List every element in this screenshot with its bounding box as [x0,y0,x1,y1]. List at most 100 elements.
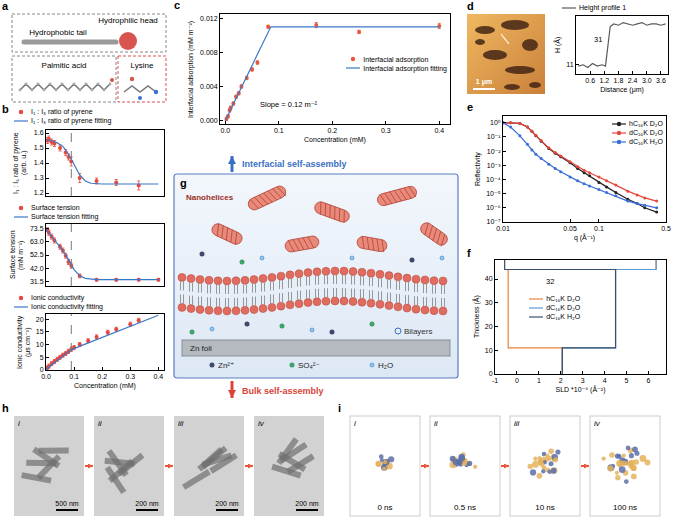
svg-text:0.000: 0.000 [200,117,218,124]
svg-text:Hydrophobic tail: Hydrophobic tail [29,28,87,37]
svg-text:1.2: 1.2 [34,189,44,196]
svg-text:0.5: 0.5 [661,225,671,232]
svg-text:i: i [354,419,356,428]
svg-text:10⁻³: 10⁻³ [487,162,501,169]
svg-text:10⁻¹: 10⁻¹ [487,133,501,140]
svg-text:0: 0 [40,366,44,373]
svg-text:11: 11 [566,61,573,68]
svg-text:6: 6 [647,377,651,384]
svg-text:iii: iii [178,419,184,428]
svg-text:Interfacial self-assembly: Interfacial self-assembly [242,159,347,169]
svg-text:q (Å⁻¹): q (Å⁻¹) [574,233,595,242]
svg-text:10⁻⁷: 10⁻⁷ [487,218,501,225]
svg-text:Hydrophilic head: Hydrophilic head [98,16,158,25]
svg-text:0.4: 0.4 [154,373,164,380]
svg-text:Concentration (mM): Concentration (mM) [304,136,366,144]
svg-text:0.2: 0.2 [327,127,337,134]
svg-text:2.4: 2.4 [628,77,638,84]
svg-text:0.1: 0.1 [594,225,604,232]
svg-text:Palmitic acid: Palmitic acid [42,61,87,70]
svg-text:Lysine: Lysine [131,61,154,70]
svg-text:Distance (μm): Distance (μm) [600,86,644,94]
svg-text:0.012: 0.012 [200,15,218,22]
svg-text:Slope = 0.12 m⁻²: Slope = 0.12 m⁻² [260,100,318,109]
svg-text:1: 1 [537,377,541,384]
svg-text:4: 4 [603,377,607,384]
svg-text:ii: ii [434,419,438,428]
svg-text:ii: ii [98,419,102,428]
svg-text:10⁻⁴: 10⁻⁴ [486,176,501,183]
svg-text:0.3: 0.3 [381,127,391,134]
svg-text:20: 20 [485,323,493,330]
svg-text:52.5: 52.5 [30,251,44,258]
svg-text:1 μm: 1 μm [476,78,492,86]
svg-text:10⁻²: 10⁻² [487,148,501,155]
svg-text:d: d [467,0,474,12]
svg-text:Zn foil: Zn foil [190,344,212,353]
svg-text:Bilayers: Bilayers [404,327,432,336]
svg-text:200 nm: 200 nm [295,500,319,507]
svg-text:63.0: 63.0 [30,238,44,245]
svg-text:100 ns: 100 ns [613,503,637,512]
svg-text:73.5: 73.5 [30,225,44,232]
svg-text:5: 5 [40,354,44,361]
svg-text:0.008: 0.008 [200,49,218,56]
svg-text:10⁻⁶: 10⁻⁶ [486,204,500,211]
svg-text:32: 32 [546,277,554,286]
svg-text:h: h [2,402,9,414]
svg-text:0.1: 0.1 [274,127,284,134]
svg-text:0.01: 0.01 [496,225,510,232]
svg-text:0.2: 0.2 [97,373,107,380]
svg-text:1.3: 1.3 [34,174,44,181]
svg-text:500 nm: 500 nm [55,500,79,507]
svg-text:0.6: 0.6 [585,77,595,84]
svg-text:iv: iv [258,419,265,428]
svg-text:1.2: 1.2 [599,77,609,84]
svg-text:-1: -1 [492,377,498,384]
svg-text:2: 2 [559,377,563,384]
svg-text:3.0: 3.0 [642,77,652,84]
svg-text:1.6: 1.6 [34,129,44,136]
svg-text:0: 0 [515,377,519,384]
svg-text:1.8: 1.8 [614,77,624,84]
svg-text:31: 31 [594,35,602,44]
svg-text:5: 5 [625,377,629,384]
svg-text:iv: iv [594,419,601,428]
svg-text:10: 10 [36,341,44,348]
svg-text:i: i [18,419,20,428]
svg-text:10: 10 [485,347,493,354]
svg-text:3: 3 [581,377,585,384]
svg-text:10⁻⁵: 10⁻⁵ [486,190,500,197]
svg-text:0 ns: 0 ns [377,503,392,512]
svg-text:10⁰: 10⁰ [490,119,501,126]
svg-text:Nanohelices: Nanohelices [186,193,234,202]
svg-text:0.3: 0.3 [125,373,135,380]
svg-text:SLD *10⁻⁶ (Å⁻²): SLD *10⁻⁶ (Å⁻²) [556,385,606,394]
svg-text:40: 40 [485,275,493,282]
svg-text:42.0: 42.0 [30,265,44,272]
svg-text:31.5: 31.5 [30,278,44,285]
svg-text:200 nm: 200 nm [215,500,239,507]
svg-text:3.6: 3.6 [656,77,666,84]
svg-text:0.0: 0.0 [41,373,51,380]
svg-text:30: 30 [485,299,493,306]
svg-text:0.004: 0.004 [200,83,218,90]
svg-text:15: 15 [36,328,44,335]
svg-text:200 nm: 200 nm [135,500,159,507]
svg-text:0.4: 0.4 [434,127,444,134]
svg-text:Zn²⁺: Zn²⁺ [218,361,234,370]
svg-text:0.0: 0.0 [220,127,230,134]
svg-text:H₂O: H₂O [378,361,393,370]
svg-text:0.5 ns: 0.5 ns [454,503,476,512]
svg-text:iii: iii [514,419,520,428]
svg-text:1.5: 1.5 [34,144,44,151]
svg-text:20: 20 [36,316,44,323]
svg-text:i: i [338,402,341,414]
svg-text:Bulk self-assembly: Bulk self-assembly [242,386,324,396]
svg-text:0: 0 [489,370,493,377]
svg-text:1.4: 1.4 [34,159,44,166]
svg-text:10 ns: 10 ns [535,503,555,512]
svg-text:g: g [180,177,187,189]
svg-text:Concentration (mM): Concentration (mM) [74,382,136,390]
svg-text:0.05: 0.05 [563,225,577,232]
